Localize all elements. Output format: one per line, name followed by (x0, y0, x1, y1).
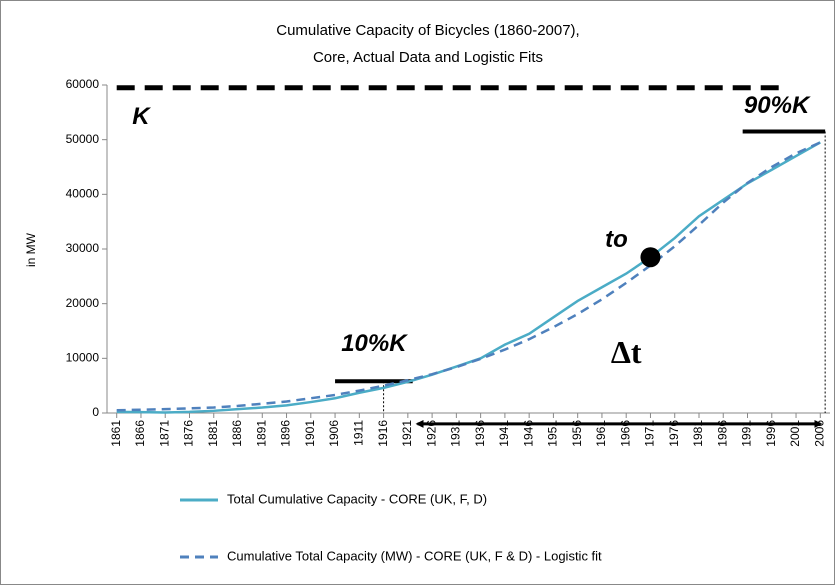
legend-label: Cumulative Total Capacity (MW) - CORE (U… (227, 548, 602, 563)
annotation: to (605, 226, 628, 253)
y-tick-label: 50000 (66, 132, 100, 146)
y-tick-label: 30000 (66, 241, 100, 255)
to-point (640, 247, 661, 268)
series-line (116, 141, 821, 414)
y-tick-label: 60000 (66, 77, 100, 91)
annotation: 90%K (744, 92, 811, 119)
x-tick-label: 1876 (182, 420, 196, 447)
x-tick-label: 1866 (133, 420, 147, 447)
y-tick-label: 10000 (66, 351, 100, 365)
x-tick-label: 1921 (400, 420, 414, 447)
chart-title: Cumulative Capacity of Bicycles (1860-20… (276, 22, 579, 39)
x-tick-label: 1886 (230, 420, 244, 447)
y-tick-label: 40000 (66, 187, 100, 201)
chart-title: Core, Actual Data and Logistic Fits (313, 49, 543, 66)
y-axis-label: in MW (24, 232, 38, 267)
x-tick-label: 1881 (206, 420, 220, 447)
legend-label: Total Cumulative Capacity - CORE (UK, F,… (227, 491, 487, 506)
x-tick-label: 1871 (157, 420, 171, 447)
x-tick-label: 1906 (327, 420, 341, 447)
y-tick-label: 0 (92, 405, 99, 419)
x-tick-label: 1901 (303, 420, 317, 447)
x-tick-label: 1891 (254, 420, 268, 447)
annotation: 10%K (341, 330, 408, 357)
x-tick-label: 1896 (279, 420, 293, 447)
annotation: Δt (611, 334, 642, 370)
x-tick-label: 1861 (109, 420, 123, 447)
series-line (116, 141, 821, 412)
annotation: K (132, 103, 151, 130)
x-tick-label: 1916 (376, 420, 390, 447)
x-tick-label: 1911 (351, 420, 365, 446)
y-tick-label: 20000 (66, 296, 100, 310)
